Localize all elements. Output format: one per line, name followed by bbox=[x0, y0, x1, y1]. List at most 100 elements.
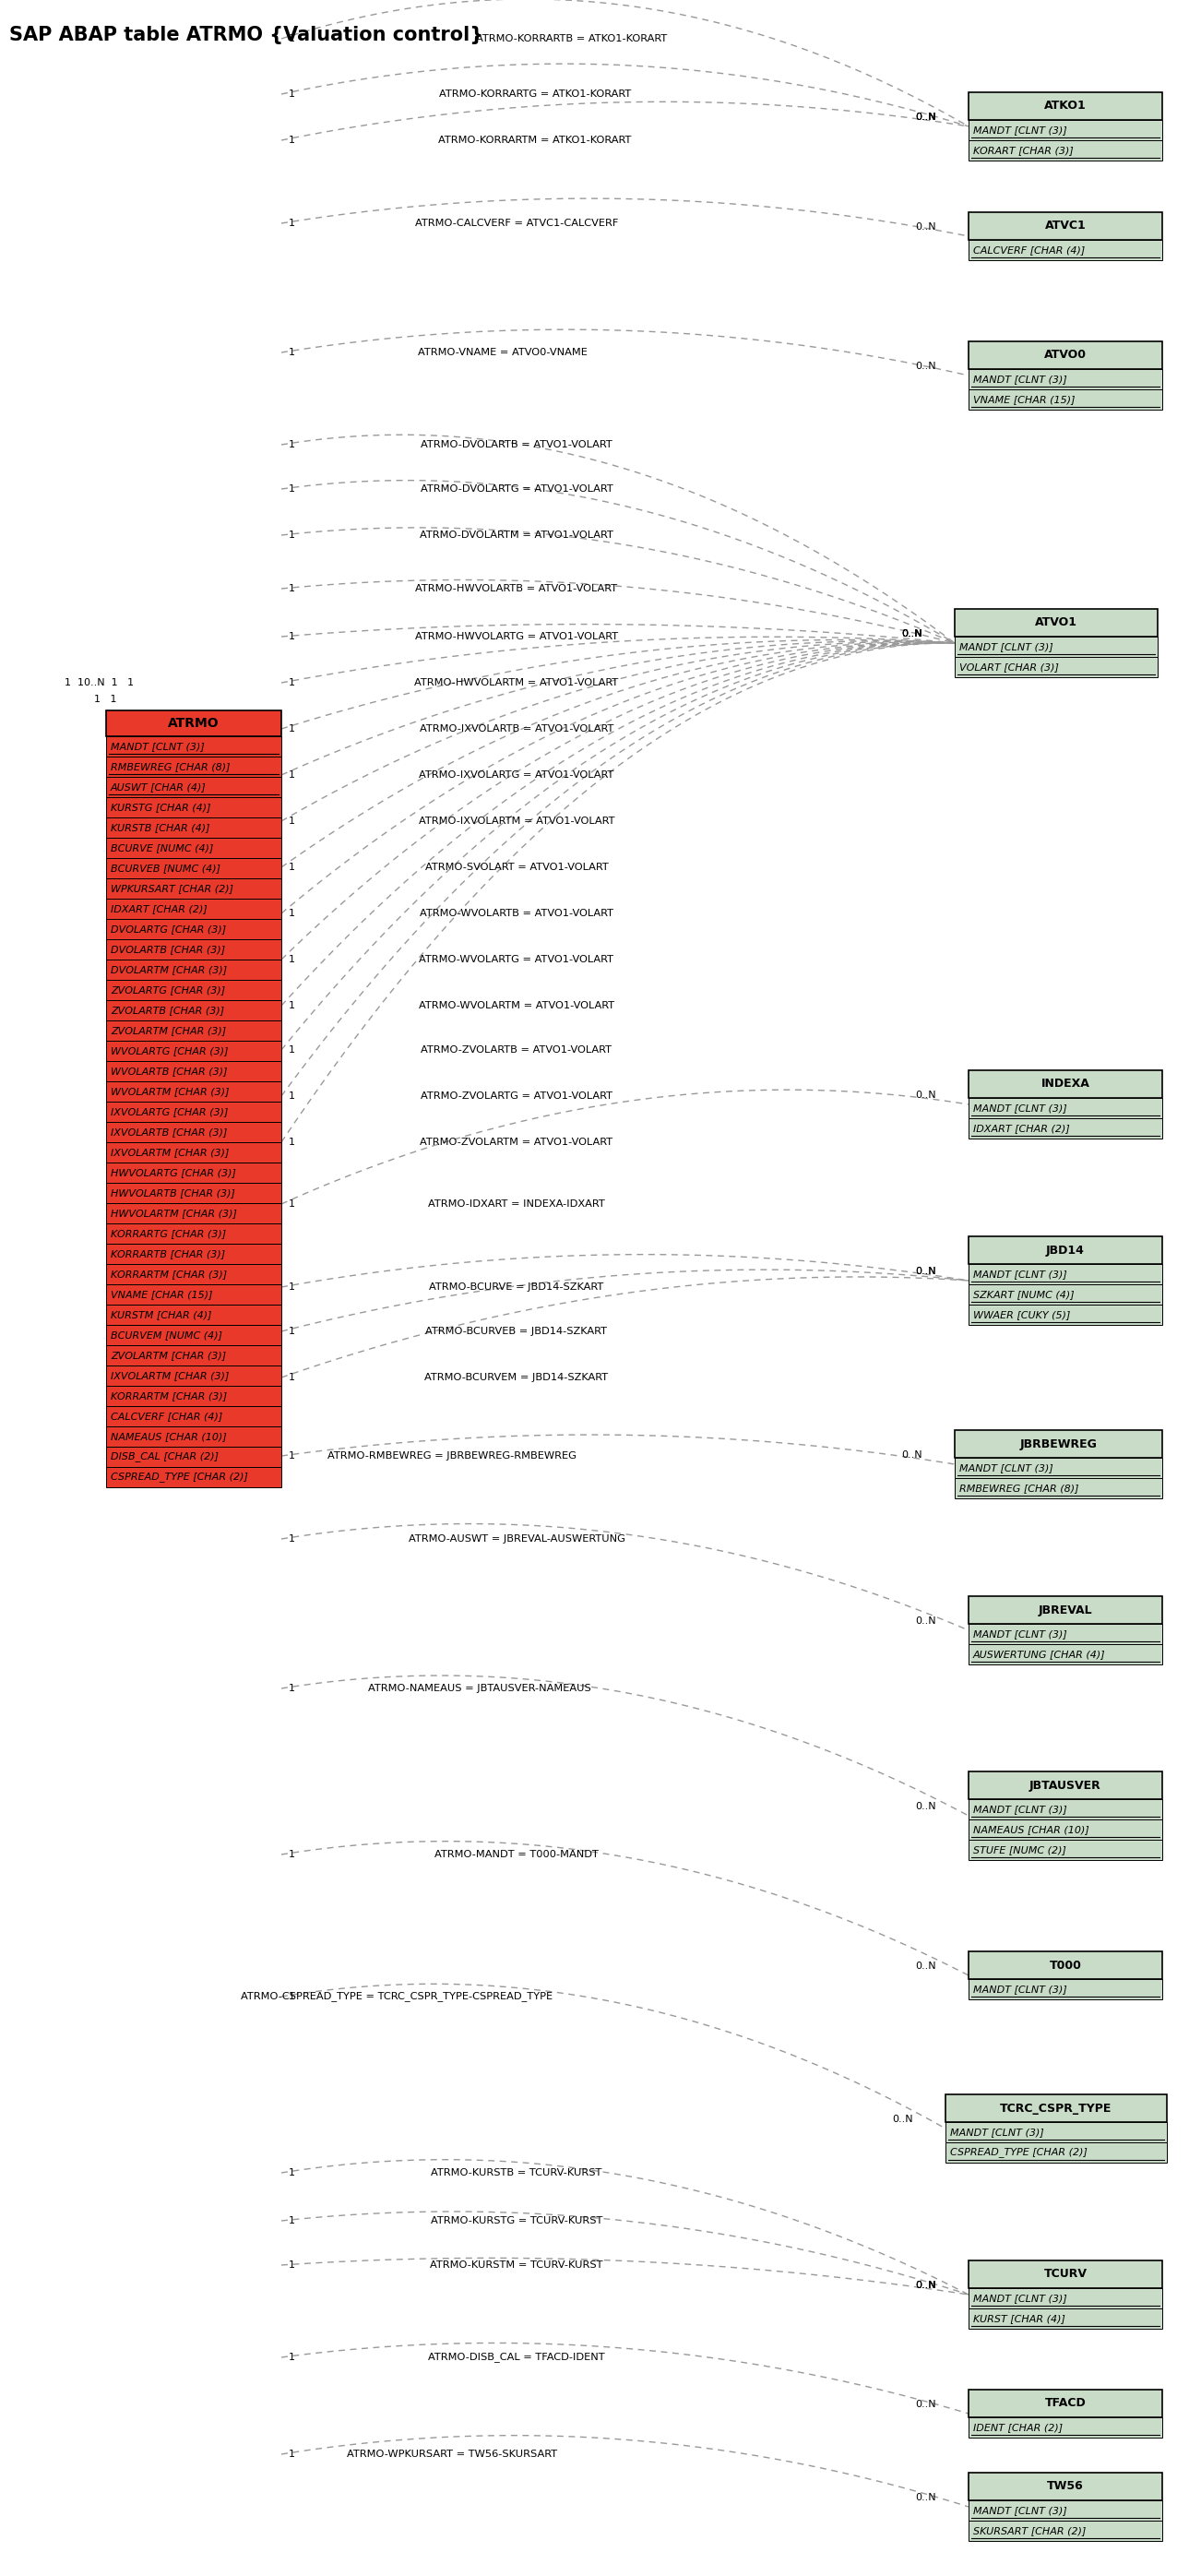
Text: MANDT [CLNT (3)]: MANDT [CLNT (3)] bbox=[973, 1631, 1067, 1638]
Text: 1: 1 bbox=[289, 1850, 295, 1860]
Text: 1: 1 bbox=[289, 677, 295, 688]
Text: SAP ABAP table ATRMO {Valuation control}: SAP ABAP table ATRMO {Valuation control} bbox=[10, 26, 484, 44]
Text: AUSWT [CHAR (4)]: AUSWT [CHAR (4)] bbox=[111, 783, 207, 791]
Bar bbox=[106, 1041, 282, 1061]
Text: STUFE [NUMC (2)]: STUFE [NUMC (2)] bbox=[973, 1844, 1067, 1855]
Text: ATRMO-KURSTG = TCURV-KURST: ATRMO-KURSTG = TCURV-KURST bbox=[430, 2215, 603, 2226]
Bar bbox=[106, 979, 282, 999]
Text: ATRMO-BCURVEB = JBD14-SZKART: ATRMO-BCURVEB = JBD14-SZKART bbox=[426, 1327, 608, 1337]
Text: ATRMO-SVOLART = ATVO1-VOLART: ATRMO-SVOLART = ATVO1-VOLART bbox=[424, 863, 609, 871]
Text: KORRARTG [CHAR (3)]: KORRARTG [CHAR (3)] bbox=[111, 1229, 226, 1239]
Text: ATRMO-CSPREAD_TYPE = TCRC_CSPR_TYPE-CSPREAD_TYPE: ATRMO-CSPREAD_TYPE = TCRC_CSPR_TYPE-CSPR… bbox=[240, 1991, 553, 2002]
Text: 0..N: 0..N bbox=[901, 629, 923, 639]
Text: 1: 1 bbox=[289, 2352, 295, 2362]
Text: ATRMO-HWVOLARTG = ATVO1-VOLART: ATRMO-HWVOLARTG = ATVO1-VOLART bbox=[415, 631, 618, 641]
Text: RMBEWREG [CHAR (8)]: RMBEWREG [CHAR (8)] bbox=[111, 762, 231, 770]
Text: HWVOLARTG [CHAR (3)]: HWVOLARTG [CHAR (3)] bbox=[111, 1167, 237, 1177]
Text: ATRMO-MANDT = T000-MANDT: ATRMO-MANDT = T000-MANDT bbox=[434, 1850, 598, 1860]
Text: 1  10..N  1   1: 1 10..N 1 1 bbox=[64, 677, 134, 688]
Text: 0..N: 0..N bbox=[901, 1450, 923, 1461]
Text: 0..N: 0..N bbox=[901, 629, 923, 639]
Bar bbox=[969, 389, 1163, 410]
Bar bbox=[945, 2123, 1166, 2143]
Text: 0..N: 0..N bbox=[916, 361, 936, 371]
Text: 1: 1 bbox=[289, 137, 295, 144]
Bar bbox=[106, 920, 282, 940]
Text: ATVO0: ATVO0 bbox=[1044, 350, 1087, 361]
Text: ATRMO-VNAME = ATVO0-VNAME: ATRMO-VNAME = ATVO0-VNAME bbox=[417, 348, 587, 358]
Text: WVOLARTM [CHAR (3)]: WVOLARTM [CHAR (3)] bbox=[111, 1087, 229, 1097]
Bar bbox=[106, 1061, 282, 1082]
Text: ATRMO-HWVOLARTB = ATVO1-VOLART: ATRMO-HWVOLARTB = ATVO1-VOLART bbox=[415, 585, 617, 592]
Text: ATRMO-AUSWT = JBREVAL-AUSWERTUNG: ATRMO-AUSWT = JBREVAL-AUSWERTUNG bbox=[408, 1535, 625, 1543]
Bar bbox=[106, 1365, 282, 1386]
Text: TCRC_CSPR_TYPE: TCRC_CSPR_TYPE bbox=[1000, 2102, 1112, 2115]
Bar bbox=[106, 1182, 282, 1203]
Bar bbox=[969, 2391, 1163, 2416]
Text: 0..N: 0..N bbox=[916, 113, 936, 121]
Bar bbox=[106, 1427, 282, 1448]
Text: ATKO1: ATKO1 bbox=[1044, 100, 1087, 113]
Bar bbox=[106, 1082, 282, 1103]
Text: 1: 1 bbox=[289, 2215, 295, 2226]
Bar bbox=[969, 2501, 1163, 2522]
Text: ZVOLARTM [CHAR (3)]: ZVOLARTM [CHAR (3)] bbox=[111, 1025, 226, 1036]
Text: VOLART [CHAR (3)]: VOLART [CHAR (3)] bbox=[960, 662, 1059, 672]
Text: AUSWERTUNG [CHAR (4)]: AUSWERTUNG [CHAR (4)] bbox=[973, 1649, 1106, 1659]
Bar bbox=[969, 2522, 1163, 2540]
Text: CSPREAD_TYPE [CHAR (2)]: CSPREAD_TYPE [CHAR (2)] bbox=[111, 1471, 249, 1481]
Text: RMBEWREG [CHAR (8)]: RMBEWREG [CHAR (8)] bbox=[960, 1484, 1078, 1494]
Bar bbox=[106, 999, 282, 1020]
Text: MANDT [CLNT (3)]: MANDT [CLNT (3)] bbox=[973, 1270, 1067, 1278]
Text: ZVOLARTB [CHAR (3)]: ZVOLARTB [CHAR (3)] bbox=[111, 1005, 225, 1015]
Bar bbox=[106, 958, 282, 979]
Bar bbox=[969, 368, 1163, 389]
Text: 1: 1 bbox=[289, 440, 295, 448]
Bar bbox=[969, 93, 1163, 121]
Text: ZVOLARTG [CHAR (3)]: ZVOLARTG [CHAR (3)] bbox=[111, 987, 225, 994]
Text: CSPREAD_TYPE [CHAR (2)]: CSPREAD_TYPE [CHAR (2)] bbox=[950, 2148, 1088, 2159]
Text: ATRMO-BCURVE = JBD14-SZKART: ATRMO-BCURVE = JBD14-SZKART bbox=[429, 1283, 604, 1291]
Text: ATRMO-IXVOLARTB = ATVO1-VOLART: ATRMO-IXVOLARTB = ATVO1-VOLART bbox=[420, 724, 614, 734]
Text: CALCVERF [CHAR (4)]: CALCVERF [CHAR (4)] bbox=[111, 1412, 222, 1422]
Text: ZVOLARTM [CHAR (3)]: ZVOLARTM [CHAR (3)] bbox=[111, 1350, 226, 1360]
Bar bbox=[106, 1303, 282, 1324]
Text: 0..N: 0..N bbox=[901, 629, 923, 639]
Text: 1: 1 bbox=[289, 1092, 295, 1100]
Text: ATRMO-IDXART = INDEXA-IDXART: ATRMO-IDXART = INDEXA-IDXART bbox=[428, 1200, 605, 1208]
Bar bbox=[106, 1020, 282, 1041]
Text: 1: 1 bbox=[289, 2262, 295, 2269]
Text: ATRMO-DVOLARTB = ATVO1-VOLART: ATRMO-DVOLARTB = ATVO1-VOLART bbox=[421, 440, 612, 448]
Text: 0..N: 0..N bbox=[916, 1960, 936, 1971]
Text: 0..N: 0..N bbox=[916, 1267, 936, 1275]
Text: DISB_CAL [CHAR (2)]: DISB_CAL [CHAR (2)] bbox=[111, 1453, 219, 1461]
Text: WVOLARTG [CHAR (3)]: WVOLARTG [CHAR (3)] bbox=[111, 1046, 228, 1056]
Text: 1: 1 bbox=[289, 863, 295, 871]
Bar bbox=[969, 1069, 1163, 1097]
Text: MANDT [CLNT (3)]: MANDT [CLNT (3)] bbox=[960, 641, 1053, 652]
Bar bbox=[955, 608, 1158, 636]
Text: 1: 1 bbox=[289, 90, 295, 98]
Text: MANDT [CLNT (3)]: MANDT [CLNT (3)] bbox=[973, 1984, 1067, 1994]
Bar bbox=[106, 1345, 282, 1365]
Text: SKURSART [CHAR (2)]: SKURSART [CHAR (2)] bbox=[973, 2527, 1086, 2535]
Text: 1: 1 bbox=[289, 770, 295, 781]
Bar bbox=[106, 1123, 282, 1141]
Bar bbox=[106, 858, 282, 878]
Bar bbox=[969, 2262, 1163, 2287]
Text: 0..N: 0..N bbox=[916, 1801, 936, 1811]
Text: 1: 1 bbox=[289, 909, 295, 917]
Text: 1: 1 bbox=[289, 1373, 295, 1383]
Text: WWAER [CUKY (5)]: WWAER [CUKY (5)] bbox=[973, 1311, 1070, 1319]
Text: TFACD: TFACD bbox=[1045, 2398, 1086, 2409]
Text: 0..N: 0..N bbox=[916, 1618, 936, 1625]
Bar bbox=[969, 2287, 1163, 2308]
Text: KURSTG [CHAR (4)]: KURSTG [CHAR (4)] bbox=[111, 804, 210, 811]
Text: 0..N: 0..N bbox=[916, 1090, 936, 1100]
Text: 1: 1 bbox=[289, 1327, 295, 1337]
Text: 1: 1 bbox=[289, 724, 295, 734]
Text: KORRARTB [CHAR (3)]: KORRARTB [CHAR (3)] bbox=[111, 1249, 225, 1260]
Text: ATRMO-DVOLARTG = ATVO1-VOLART: ATRMO-DVOLARTG = ATVO1-VOLART bbox=[420, 484, 612, 495]
Bar bbox=[969, 1097, 1163, 1118]
Text: INDEXA: INDEXA bbox=[1042, 1079, 1090, 1090]
